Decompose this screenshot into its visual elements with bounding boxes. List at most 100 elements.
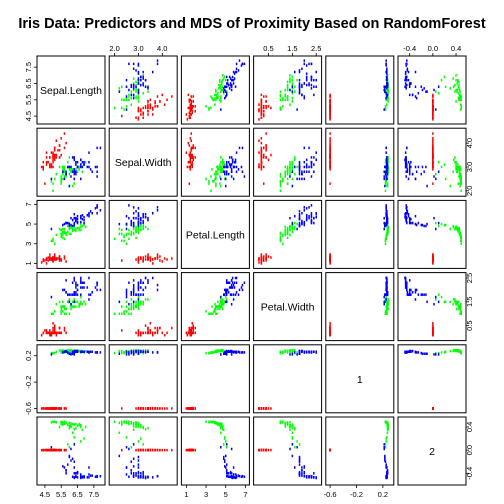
data-point bbox=[71, 156, 74, 159]
data-point bbox=[222, 160, 224, 164]
data-point bbox=[458, 80, 460, 84]
data-point bbox=[49, 165, 51, 169]
data-point bbox=[144, 106, 147, 110]
data-point bbox=[433, 353, 435, 356]
data-point bbox=[63, 227, 66, 231]
data-point bbox=[53, 329, 56, 332]
data-point bbox=[298, 349, 301, 353]
data-point bbox=[60, 448, 62, 452]
data-point bbox=[140, 302, 142, 306]
data-point bbox=[224, 466, 227, 469]
data-point bbox=[456, 302, 458, 306]
data-point bbox=[132, 87, 135, 90]
data-point bbox=[70, 168, 72, 171]
data-point bbox=[435, 108, 437, 111]
data-point bbox=[88, 160, 90, 164]
panel-frame bbox=[108, 127, 178, 197]
data-point bbox=[140, 113, 142, 116]
data-point bbox=[329, 95, 331, 98]
data-point bbox=[221, 349, 223, 352]
data-point bbox=[263, 105, 265, 108]
data-point bbox=[186, 407, 189, 410]
data-point bbox=[265, 105, 267, 108]
data-point bbox=[289, 353, 291, 356]
data-point bbox=[383, 216, 385, 220]
data-point bbox=[135, 83, 137, 87]
data-point bbox=[457, 85, 460, 88]
data-point bbox=[137, 224, 140, 228]
data-point bbox=[457, 300, 460, 304]
data-point bbox=[384, 224, 386, 228]
data-point bbox=[70, 422, 72, 425]
data-point bbox=[128, 353, 130, 356]
data-point bbox=[187, 331, 190, 335]
data-point bbox=[125, 78, 128, 82]
data-point bbox=[65, 221, 67, 225]
data-point bbox=[137, 331, 140, 335]
data-point bbox=[404, 163, 407, 166]
data-point bbox=[224, 96, 226, 100]
data-point bbox=[76, 160, 79, 164]
data-point bbox=[73, 212, 76, 216]
data-point bbox=[171, 95, 173, 98]
data-point bbox=[386, 466, 388, 469]
data-point bbox=[142, 75, 144, 79]
data-point bbox=[166, 448, 168, 452]
data-point bbox=[73, 476, 76, 479]
data-point bbox=[410, 160, 412, 164]
data-point bbox=[260, 105, 263, 108]
data-point bbox=[289, 170, 291, 173]
data-point bbox=[329, 144, 331, 147]
data-point bbox=[140, 223, 142, 227]
data-point bbox=[45, 407, 48, 410]
data-point bbox=[235, 67, 238, 71]
data-point bbox=[228, 156, 231, 159]
data-point bbox=[224, 288, 226, 292]
data-point bbox=[60, 351, 62, 354]
data-point bbox=[140, 83, 142, 87]
data-point bbox=[88, 276, 90, 280]
data-point bbox=[289, 226, 291, 230]
data-point bbox=[135, 331, 137, 335]
data-point bbox=[385, 209, 387, 212]
data-point bbox=[159, 326, 161, 330]
data-point bbox=[190, 106, 193, 110]
data-point bbox=[233, 281, 236, 284]
data-point bbox=[301, 172, 303, 176]
data-point bbox=[63, 350, 66, 354]
data-point bbox=[128, 237, 130, 241]
data-point bbox=[432, 331, 434, 335]
data-point bbox=[80, 425, 82, 429]
data-point bbox=[187, 141, 190, 145]
data-point bbox=[410, 221, 412, 225]
data-point bbox=[45, 258, 48, 261]
data-point bbox=[49, 407, 51, 410]
data-point bbox=[386, 428, 389, 432]
y-tick-label: 0.2 bbox=[24, 350, 33, 360]
data-point bbox=[55, 333, 58, 337]
data-point bbox=[279, 351, 282, 355]
data-point bbox=[296, 440, 298, 443]
data-point bbox=[123, 108, 125, 111]
data-point bbox=[384, 445, 387, 449]
data-point bbox=[63, 448, 66, 452]
data-point bbox=[303, 146, 306, 150]
data-point bbox=[406, 168, 409, 171]
data-point bbox=[460, 180, 463, 183]
data-point bbox=[289, 160, 291, 164]
data-point bbox=[78, 226, 80, 230]
data-point bbox=[444, 223, 447, 227]
data-point bbox=[444, 300, 447, 304]
data-point bbox=[420, 85, 423, 88]
data-point bbox=[220, 170, 222, 173]
data-point bbox=[279, 239, 282, 243]
data-point bbox=[188, 326, 191, 330]
data-point bbox=[308, 350, 310, 354]
data-point bbox=[460, 98, 463, 102]
data-point bbox=[260, 106, 263, 110]
data-point bbox=[329, 153, 331, 157]
data-point bbox=[144, 105, 147, 108]
data-point bbox=[86, 350, 89, 354]
data-point bbox=[147, 227, 149, 231]
data-point bbox=[80, 302, 82, 306]
